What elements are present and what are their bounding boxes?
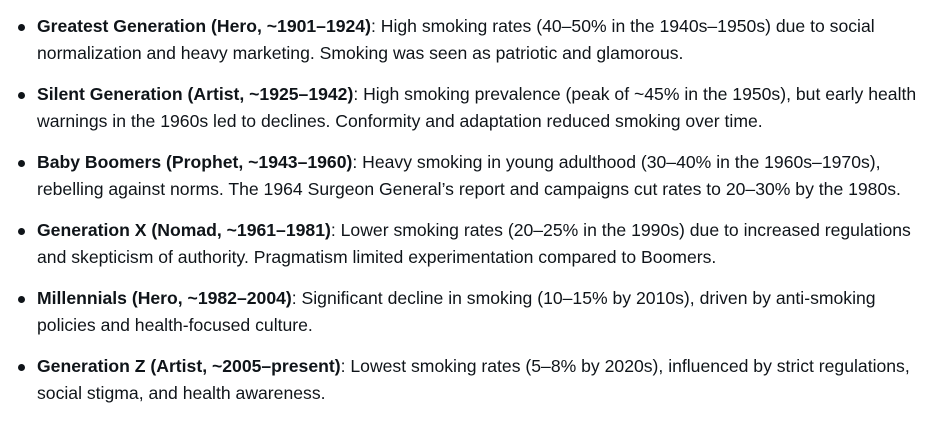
generation-label: Greatest Generation (Hero, ~1901–1924) [37,16,371,36]
generation-label: Baby Boomers (Prophet, ~1943–1960) [37,152,353,172]
list-item-greatest-generation: Greatest Generation (Hero, ~1901–1924): … [0,13,936,67]
list-item-generation-x: Generation X (Nomad, ~1961–1981): Lower … [0,217,936,271]
bullet-icon [18,24,25,31]
generation-label: Generation Z (Artist, ~2005–present) [37,356,341,376]
generation-label: Millennials (Hero, ~1982–2004) [37,288,292,308]
bullet-icon [18,296,25,303]
generation-description: : High smoking prevalence (peak of ~45% … [37,84,917,131]
generation-label: Generation X (Nomad, ~1961–1981) [37,220,331,240]
bullet-icon [18,92,25,99]
generation-description: : Lowest smoking rates (5–8% by 2020s), … [37,356,910,403]
generation-label: Silent Generation (Artist, ~1925–1942) [37,84,354,104]
bullet-icon [18,160,25,167]
generation-description: : High smoking rates (40–50% in the 1940… [37,16,875,63]
bullet-icon [18,228,25,235]
list-item-generation-z: Generation Z (Artist, ~2005–present): Lo… [0,353,936,407]
generation-description: : Significant decline in smoking (10–15%… [37,288,876,335]
generation-list: Greatest Generation (Hero, ~1901–1924): … [0,13,936,407]
generation-description: : Lower smoking rates (20–25% in the 199… [37,220,911,267]
bullet-icon [18,364,25,371]
generation-description: : Heavy smoking in young adulthood (30–4… [37,152,901,199]
list-item-baby-boomers: Baby Boomers (Prophet, ~1943–1960): Heav… [0,149,936,203]
list-item-millennials: Millennials (Hero, ~1982–2004): Signific… [0,285,936,339]
list-item-silent-generation: Silent Generation (Artist, ~1925–1942): … [0,81,936,135]
